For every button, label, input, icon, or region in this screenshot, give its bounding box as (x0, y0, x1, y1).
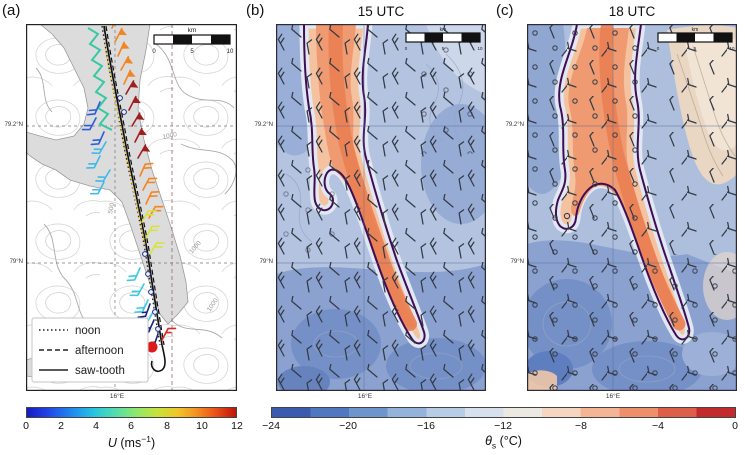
u-label-close: ) (150, 436, 156, 451)
calm-circles-left (276, 164, 336, 254)
panel-c-label: (c) (496, 2, 514, 19)
theta-tick-m8: −8 (575, 420, 587, 432)
scale-bar-tick-5: 5 (694, 46, 697, 51)
legend-label-noon: noon (75, 325, 101, 337)
theta-tick-m4: −4 (652, 420, 664, 432)
panel-b-lat-792: 79.2°N (254, 122, 273, 128)
panel-b-lon: 16°E (357, 393, 373, 400)
theta-label-unit: (°C) (496, 434, 522, 448)
scale-bar-tick-0: 0 (657, 46, 660, 51)
u-tick-4: 4 (93, 420, 99, 432)
u-tick-6: 6 (128, 420, 134, 432)
scale-bar-tick-10: 10 (477, 46, 483, 51)
scale-bar-tick-5: 5 (190, 49, 194, 55)
scale-bar-tick-0: 0 (405, 46, 408, 51)
calm-circle-branch-end (563, 212, 571, 220)
panel-b-frame (276, 24, 486, 391)
scale-bar-tick-10: 10 (227, 49, 234, 55)
theta-tick-m16: −16 (417, 420, 435, 432)
scale-bar-unit: km (440, 27, 447, 33)
panel-c-title: 18 UTC (608, 4, 656, 19)
panel-b-map: km 0 5 10 (276, 24, 486, 391)
panel-a-map: 1000 500 1000 1000 (26, 24, 237, 391)
sawtooth-zigzag (87, 27, 113, 131)
u-tick-12: 12 (231, 420, 243, 432)
panel-b-lat-79: 79°N (259, 259, 273, 265)
u-tick-0: 0 (23, 420, 29, 432)
panel-c-lat-792: 79.2°N (505, 122, 524, 128)
panel-c-frame (527, 24, 737, 391)
calm-circles (416, 34, 486, 154)
legend-label-afternoon: afternoon (75, 345, 124, 357)
scale-bar-tick-5: 5 (442, 46, 445, 51)
panel-c-lon: 16°E (605, 393, 621, 400)
scale-bar: km 0 5 10 (657, 27, 735, 51)
panel-a-label: (a) (2, 2, 21, 19)
panel-a-lat-79: 79°N (9, 259, 23, 265)
panel-c-lat-79: 79°N (510, 259, 524, 265)
scale-bar-unit: km (692, 27, 699, 33)
panel-b-label: (b) (246, 2, 265, 19)
u-label-sup: −1 (141, 434, 151, 444)
major-contours (35, 43, 237, 339)
colorbar-theta-label: θs (°C) (271, 434, 736, 451)
calm-circles-south (647, 254, 737, 391)
legend-label-sawtooth: saw-tooth (75, 365, 125, 377)
theta-tick-m24: −24 (262, 420, 280, 432)
scale-bar-tick-0: 0 (152, 49, 156, 55)
panel-a-lat-792: 79.2°N (4, 122, 23, 128)
theta-label-sub: s (491, 440, 497, 451)
scale-bar: km 0 5 10 (152, 27, 234, 55)
theta-tick-0: 0 (732, 420, 738, 432)
panel-a-lon: 16°E (109, 393, 125, 400)
scale-bar: km 0 5 10 (405, 27, 483, 51)
calm-circles-west (527, 24, 647, 391)
u-tick-8: 8 (164, 420, 170, 432)
track-legend: noon afternoon saw-tooth (31, 317, 149, 383)
contour-label-1000-upper: 1000 (162, 131, 178, 141)
theta-label-var: θ (485, 434, 492, 448)
flight-track (87, 25, 166, 373)
colorbar-wind-speed-label: U (ms−1) (26, 434, 237, 450)
contour-label-500: 500 (107, 202, 116, 214)
u-tick-10: 10 (196, 420, 208, 432)
u-label-unit: (ms (116, 436, 142, 451)
panel-a-frame (26, 24, 237, 391)
scale-bar-tick-10: 10 (729, 46, 735, 51)
panel-c-map: km 0 5 10 (527, 24, 737, 391)
track-circles (117, 95, 161, 332)
track-end-marker (146, 341, 158, 353)
colorbar-wind-speed (26, 407, 237, 418)
panel-b-title: 15 UTC (357, 4, 405, 19)
u-label-var: U (107, 436, 117, 451)
theta-tick-m12: −12 (494, 420, 512, 432)
colorbar-potential-temperature (271, 407, 736, 418)
u-tick-2: 2 (58, 420, 64, 432)
track-end-hook (150, 344, 166, 373)
scale-bar-unit: km (188, 27, 197, 34)
theta-tick-m20: −20 (339, 420, 357, 432)
